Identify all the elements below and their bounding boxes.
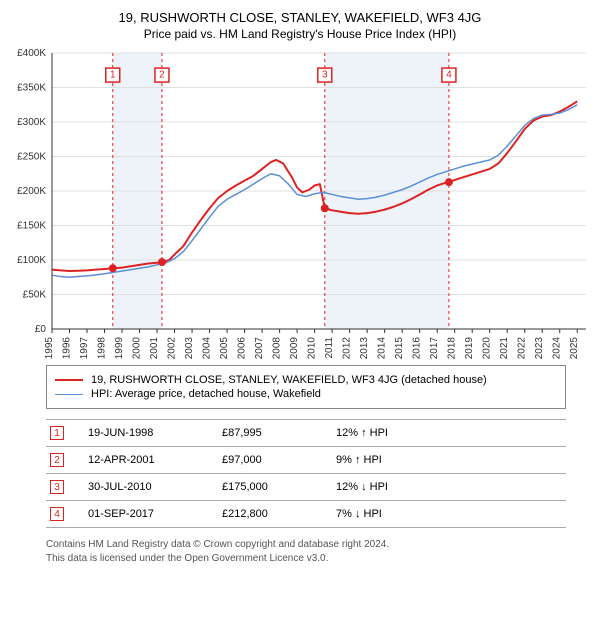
- footnote-line: This data is licensed under the Open Gov…: [46, 552, 592, 566]
- svg-text:2022: 2022: [517, 337, 528, 359]
- legend-row: 19, RUSHWORTH CLOSE, STANLEY, WAKEFIELD,…: [55, 374, 557, 386]
- svg-text:2007: 2007: [254, 337, 265, 359]
- svg-text:2011: 2011: [324, 337, 335, 359]
- transaction-marker: 4: [50, 507, 64, 521]
- svg-text:£200K: £200K: [17, 186, 46, 197]
- svg-text:1997: 1997: [79, 337, 90, 359]
- svg-text:2005: 2005: [219, 337, 230, 359]
- svg-text:£50K: £50K: [23, 290, 47, 301]
- legend-label: HPI: Average price, detached house, Wake…: [91, 388, 321, 400]
- svg-text:£250K: £250K: [17, 152, 46, 163]
- svg-text:£400K: £400K: [17, 49, 46, 59]
- svg-text:2018: 2018: [447, 337, 458, 359]
- chart-subtitle: Price paid vs. HM Land Registry's House …: [8, 27, 592, 41]
- transaction-date: 12-APR-2001: [88, 454, 198, 466]
- svg-text:4: 4: [446, 70, 452, 81]
- svg-text:2008: 2008: [272, 337, 283, 359]
- svg-text:2006: 2006: [237, 337, 248, 359]
- transaction-date: 30-JUL-2010: [88, 481, 198, 493]
- svg-text:2004: 2004: [202, 337, 213, 359]
- svg-text:£100K: £100K: [17, 255, 46, 266]
- svg-text:1996: 1996: [62, 337, 73, 359]
- transaction-price: £97,000: [222, 454, 312, 466]
- transaction-delta: 12% ↓ HPI: [336, 481, 446, 493]
- svg-text:2021: 2021: [499, 337, 510, 359]
- transaction-price: £212,800: [222, 508, 312, 520]
- transaction-date: 01-SEP-2017: [88, 508, 198, 520]
- svg-text:1995: 1995: [44, 337, 55, 359]
- transaction-delta: 7% ↓ HPI: [336, 508, 446, 520]
- svg-text:2020: 2020: [482, 337, 493, 359]
- svg-text:2024: 2024: [552, 337, 563, 359]
- transaction-row: 2 12-APR-2001 £97,000 9% ↑ HPI: [46, 447, 566, 474]
- legend-row: HPI: Average price, detached house, Wake…: [55, 388, 557, 400]
- transaction-delta: 9% ↑ HPI: [336, 454, 446, 466]
- svg-text:£300K: £300K: [17, 117, 46, 128]
- svg-text:£150K: £150K: [17, 221, 46, 232]
- svg-text:2017: 2017: [429, 337, 440, 359]
- svg-text:1: 1: [110, 70, 116, 81]
- svg-text:1998: 1998: [97, 337, 108, 359]
- transaction-marker: 1: [50, 426, 64, 440]
- chart-legend: 19, RUSHWORTH CLOSE, STANLEY, WAKEFIELD,…: [46, 365, 566, 409]
- chart-container: £0 £50K £100K £150K £200K £250K £300K £350K £400…: [8, 49, 592, 359]
- price-chart: £0 £50K £100K £150K £200K £250K £300K £350K £400…: [8, 49, 592, 359]
- transaction-delta: 12% ↑ HPI: [336, 427, 446, 439]
- svg-text:2015: 2015: [394, 337, 405, 359]
- legend-swatch: [55, 379, 83, 381]
- svg-text:2001: 2001: [149, 337, 160, 359]
- transaction-date: 19-JUN-1998: [88, 427, 198, 439]
- svg-text:2012: 2012: [342, 337, 353, 359]
- transactions-table: 1 19-JUN-1998 £87,995 12% ↑ HPI 2 12-APR-2001…: [46, 419, 566, 528]
- svg-text:2000: 2000: [132, 337, 143, 359]
- svg-text:2002: 2002: [167, 337, 178, 359]
- svg-text:2025: 2025: [569, 337, 580, 359]
- svg-text:2013: 2013: [359, 337, 370, 359]
- svg-text:2016: 2016: [412, 337, 423, 359]
- transaction-row: 1 19-JUN-1998 £87,995 12% ↑ HPI: [46, 419, 566, 447]
- transaction-row: 4 01-SEP-2017 £212,800 7% ↓ HPI: [46, 501, 566, 528]
- svg-text:£0: £0: [35, 324, 47, 335]
- svg-text:2003: 2003: [184, 337, 195, 359]
- svg-text:1999: 1999: [114, 337, 125, 359]
- transaction-price: £87,995: [222, 427, 312, 439]
- svg-text:2009: 2009: [289, 337, 300, 359]
- svg-text:2: 2: [159, 70, 165, 81]
- transaction-price: £175,000: [222, 481, 312, 493]
- chart-title: 19, RUSHWORTH CLOSE, STANLEY, WAKEFIELD,…: [8, 10, 592, 25]
- svg-text:2014: 2014: [377, 337, 388, 359]
- transaction-marker: 2: [50, 453, 64, 467]
- footnote: Contains HM Land Registry data © Crown c…: [46, 538, 592, 566]
- legend-swatch: [55, 394, 83, 395]
- footnote-line: Contains HM Land Registry data © Crown c…: [46, 538, 592, 552]
- svg-text:£350K: £350K: [17, 83, 46, 94]
- svg-text:2010: 2010: [307, 337, 318, 359]
- transaction-row: 3 30-JUL-2010 £175,000 12% ↓ HPI: [46, 474, 566, 501]
- svg-text:2023: 2023: [534, 337, 545, 359]
- legend-label: 19, RUSHWORTH CLOSE, STANLEY, WAKEFIELD,…: [91, 374, 487, 386]
- transaction-marker: 3: [50, 480, 64, 494]
- svg-text:2019: 2019: [464, 337, 475, 359]
- svg-text:3: 3: [322, 70, 328, 81]
